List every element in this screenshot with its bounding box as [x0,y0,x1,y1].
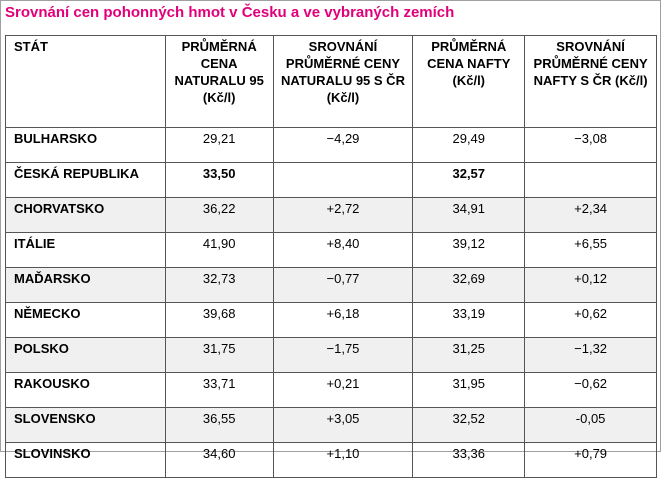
value-cell: −4,29 [272,127,414,163]
header-cell: STÁT [5,35,166,128]
value-cell: 31,25 [412,337,526,373]
country-cell: BULHARSKO [5,127,166,163]
value-cell: 32,73 [164,267,274,303]
value-cell: 29,49 [412,127,526,163]
header-row: STÁT PRŮMĚRNÁ CENA NATURALU 95 (Kč/l) SROV… [5,35,657,128]
table-row: SLOVINSKO 34,60 +1,10 33,36 +0,79 [5,442,657,478]
price-table: STÁT PRŮMĚRNÁ CENA NATURALU 95 (Kč/l) SROV… [5,35,657,478]
table-row: RAKOUSKO 33,71 +0,21 31,95 −0,62 [5,372,657,408]
value-cell: 32,52 [412,407,526,443]
header-cell: SROVNÁNÍ PRŮMĚRNÉ CENY NATURALU 95 S ČR … [272,35,414,128]
header-cell: PRŮMĚRNÁ CENA NAFTY (Kč/l) [412,35,526,128]
value-cell: −3,08 [524,127,657,163]
value-cell: +0,21 [272,372,414,408]
table-row: ITÁLIE 41,90 +8,40 39,12 +6,55 [5,232,657,268]
value-cell: +0,62 [524,302,657,338]
value-cell: 39,12 [412,232,526,268]
country-cell: CHORVATSKO [5,197,166,233]
value-cell: 33,50 [164,162,274,198]
table-row: POLSKO 31,75 −1,75 31,25 −1,32 [5,337,657,373]
table-row: SLOVENSKO 36,55 +3,05 32,52 -0,05 [5,407,657,443]
country-cell: RAKOUSKO [5,372,166,408]
country-cell: ITÁLIE [5,232,166,268]
country-cell: SLOVENSKO [5,407,166,443]
table-row: MAĎARSKO 32,73 −0,77 32,69 +0,12 [5,267,657,303]
value-cell: 36,22 [164,197,274,233]
value-cell: 39,68 [164,302,274,338]
value-cell: −1,75 [272,337,414,373]
empty-cell [272,162,414,198]
value-cell: 33,71 [164,372,274,408]
title: Srovnání cen pohonných hmot v Česku a ve… [5,4,455,21]
value-cell: 31,95 [412,372,526,408]
table-row: CHORVATSKO 36,22 +2,72 34,91 +2,34 [5,197,657,233]
value-cell: 29,21 [164,127,274,163]
empty-cell [524,162,657,198]
table-body: BULHARSKO 29,21 −4,29 29,49 −3,08 ČESKÁ REPUB… [5,127,657,478]
country-cell: MAĎARSKO [5,267,166,303]
value-cell: 34,91 [412,197,526,233]
header-cell: PRŮMĚRNÁ CENA NATURALU 95 (Kč/l) [164,35,274,128]
value-cell: 41,90 [164,232,274,268]
value-cell: 34,60 [164,442,274,478]
value-cell: 33,36 [412,442,526,478]
value-cell: +6,55 [524,232,657,268]
header-cell: SROVNÁNÍ PRŮMĚRNÉ CENY NAFTY S ČR (Kč/l) [524,35,657,128]
value-cell: −0,77 [272,267,414,303]
value-cell: +0,79 [524,442,657,478]
value-cell: −1,32 [524,337,657,373]
table-row: BULHARSKO 29,21 −4,29 29,49 −3,08 [5,127,657,163]
table-row: ČESKÁ REPUBLIKA 33,50 32,57 [5,162,657,198]
value-cell: 36,55 [164,407,274,443]
value-cell: +2,34 [524,197,657,233]
value-cell: -0,05 [524,407,657,443]
country-cell: SLOVINSKO [5,442,166,478]
value-cell: +2,72 [272,197,414,233]
table-row: NĚMECKO 39,68 +6,18 33,19 +0,62 [5,302,657,338]
value-cell: −0,62 [524,372,657,408]
value-cell: +0,12 [524,267,657,303]
value-cell: 32,69 [412,267,526,303]
value-cell: 32,57 [412,162,526,198]
country-cell: ČESKÁ REPUBLIKA [5,162,166,198]
value-cell: +1,10 [272,442,414,478]
country-cell: NĚMECKO [5,302,166,338]
value-cell: 31,75 [164,337,274,373]
country-cell: POLSKO [5,337,166,373]
value-cell: +6,18 [272,302,414,338]
value-cell: +3,05 [272,407,414,443]
value-cell: +8,40 [272,232,414,268]
value-cell: 33,19 [412,302,526,338]
